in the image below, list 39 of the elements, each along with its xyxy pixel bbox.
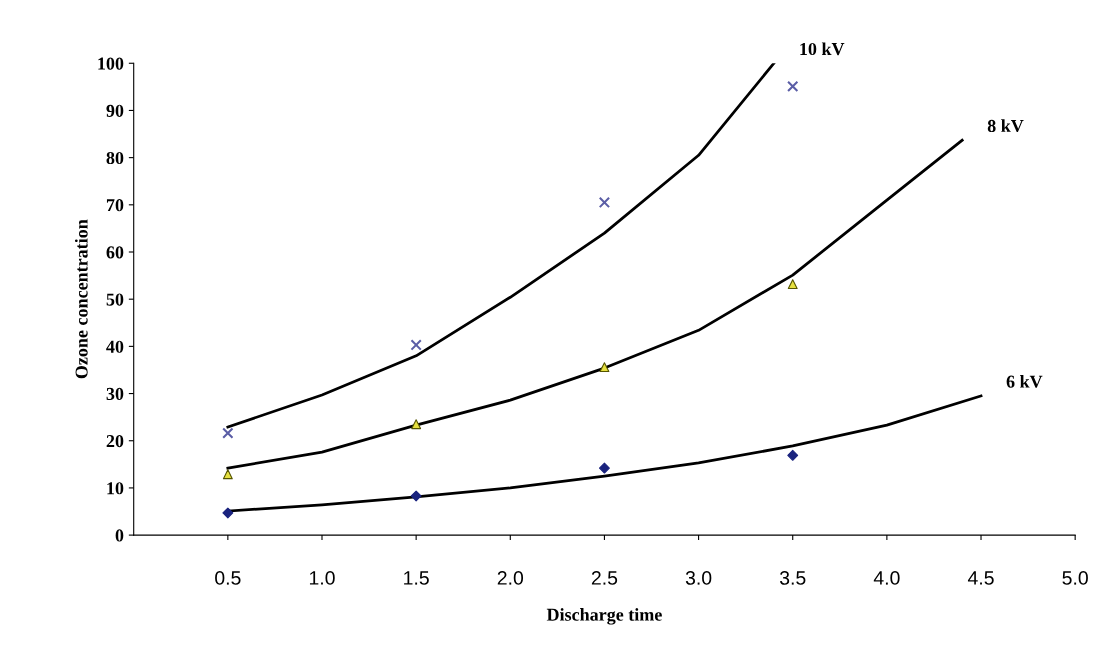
point	[410, 490, 422, 502]
x-tick-label: 0.5	[215, 571, 241, 585]
x-tick-label: 2.5	[591, 571, 618, 585]
point	[598, 196, 611, 209]
x-axis-title: Discharge time	[546, 608, 662, 625]
x-tick-label: 3.0	[685, 571, 712, 585]
y-tick-label: 80	[106, 151, 124, 165]
y-tick-label: 0	[115, 529, 124, 542]
series-label: 8 kV	[987, 119, 1024, 133]
y-tick-label: 90	[106, 104, 124, 117]
point	[787, 80, 799, 93]
y-tick-label: 50	[106, 293, 124, 306]
series-label: 6 kV	[1006, 375, 1043, 388]
x-tick-label: 3.5	[779, 571, 806, 585]
y-tick-label: 100	[98, 57, 124, 70]
point	[598, 462, 610, 474]
series-label: 10 kV	[800, 42, 845, 56]
x-tick-label: 1.5	[404, 571, 429, 585]
y-tick-label: 20	[106, 435, 124, 448]
y-tick-label: 30	[106, 387, 124, 400]
point	[787, 279, 798, 290]
y-tick-label: 40	[106, 340, 124, 353]
x-tick-label: 2.0	[497, 571, 524, 585]
point	[411, 419, 422, 430]
line-series	[226, 63, 776, 429]
x-tick-label: 1.0	[309, 571, 335, 585]
x-tick-label: 4.0	[873, 571, 900, 585]
point	[599, 362, 610, 373]
point	[787, 449, 799, 461]
point	[410, 339, 422, 351]
x-tick-label: 5.0	[1062, 571, 1088, 585]
y-axis-title: Ozone concentration	[74, 219, 88, 379]
point	[222, 507, 234, 519]
y-tick-label: 10	[107, 482, 124, 495]
x-tick-label: 4.5	[967, 571, 994, 585]
y-tick-label: 60	[106, 246, 124, 259]
point	[222, 469, 233, 480]
y-tick-label: 70	[106, 199, 124, 212]
point	[222, 427, 234, 439]
